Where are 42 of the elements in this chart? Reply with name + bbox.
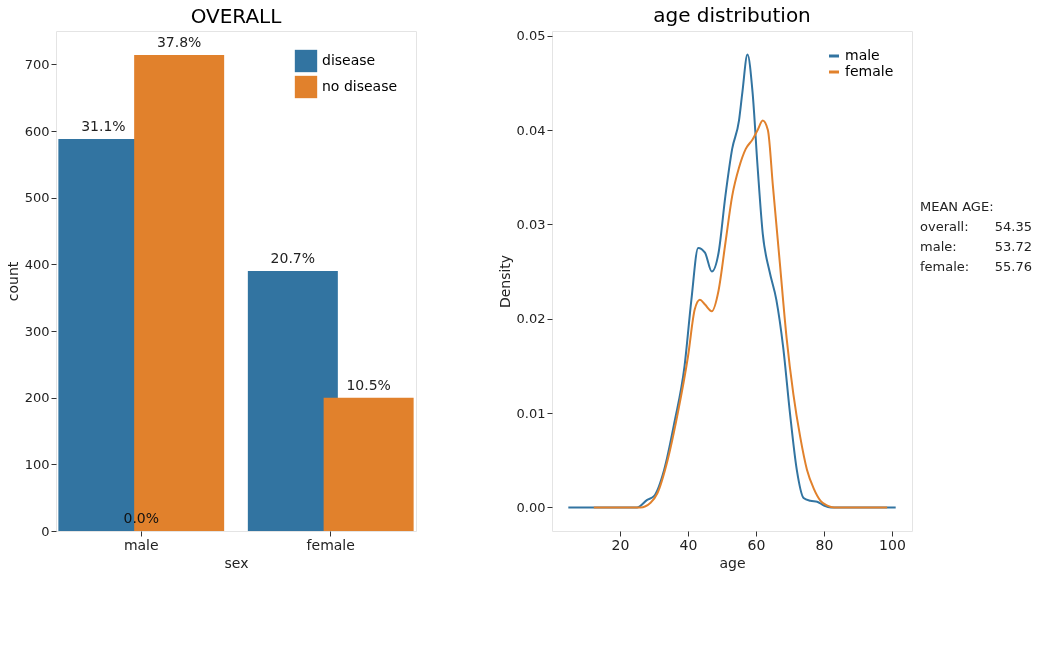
annotation: 37.8% xyxy=(156,34,202,50)
y-tick-label: 600 xyxy=(24,123,50,139)
x-tick-label: 40 xyxy=(679,536,698,553)
legend-label: male xyxy=(845,47,880,63)
y-tick-label: 700 xyxy=(24,56,50,72)
chart-title: age distribution xyxy=(653,2,811,27)
text: male: 53.72 xyxy=(920,239,1032,254)
chart-title: OVERALL xyxy=(190,4,283,28)
x-tick-label: 20 xyxy=(611,536,630,553)
y-tick-label: 500 xyxy=(24,190,50,206)
x-axis-title: sex xyxy=(224,554,249,571)
bar xyxy=(323,397,414,531)
y-axis-title: Density xyxy=(496,254,513,309)
x-tick-label: 60 xyxy=(747,536,766,553)
text: female: 55.76 xyxy=(920,259,1032,274)
annotation: 10.5% xyxy=(346,376,391,393)
y-tick-label: 300 xyxy=(24,323,50,339)
annotation: 31.1% xyxy=(81,118,126,134)
y-tick-label: 0.05 xyxy=(516,28,546,44)
text: MEAN AGE: xyxy=(920,199,994,214)
y-tick-label: 400 xyxy=(24,256,50,272)
annotation: 20.7% xyxy=(270,250,316,266)
legend-label: female xyxy=(845,63,894,79)
y-tick-label: 100 xyxy=(24,456,50,472)
text: overall: 54.35 xyxy=(920,219,1032,234)
y-tick-label: 0.03 xyxy=(516,216,546,232)
y-axis-title: count xyxy=(4,261,21,302)
x-axis-title: age xyxy=(719,554,746,571)
y-tick-label: 0 xyxy=(41,523,50,539)
y-tick-label: 200 xyxy=(24,390,50,406)
y-tick-label: 0.02 xyxy=(516,311,546,327)
y-tick-label: 0.04 xyxy=(516,122,546,138)
line-series xyxy=(592,119,889,509)
y-tick-label: 0.01 xyxy=(516,405,546,421)
x-tick-label: female xyxy=(306,536,355,553)
x-tick-label: 100 xyxy=(879,536,906,553)
x-tick-label: 80 xyxy=(815,536,834,553)
x-tick-label: male xyxy=(123,536,159,553)
legend-label: disease xyxy=(322,52,376,68)
y-tick-label: 0.00 xyxy=(516,499,546,515)
legend-label: no disease xyxy=(322,78,398,94)
bar xyxy=(247,271,338,531)
